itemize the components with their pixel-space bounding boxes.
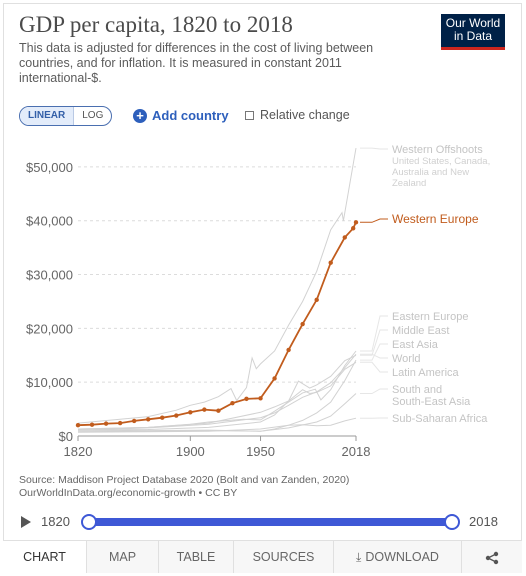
y-tick-label: $30,000 (26, 268, 73, 283)
series-label: South-East Asia (392, 396, 471, 408)
data-point (353, 220, 359, 225)
timeline-track[interactable] (89, 518, 453, 526)
data-point (328, 260, 333, 265)
series-label: South and (392, 384, 442, 396)
series-sublabel: Australia and New (392, 167, 469, 178)
timeline-start-handle[interactable] (81, 514, 97, 530)
series-label: East Asia (392, 339, 439, 351)
data-point (300, 321, 305, 327)
series-line (77, 417, 357, 433)
timeline-start-label: 1820 (41, 514, 70, 529)
label-connector (360, 218, 388, 223)
label-connector (360, 343, 388, 361)
owid-logo[interactable]: Our World in Data (441, 14, 505, 50)
timeline-end-handle[interactable] (444, 514, 460, 530)
logo-line2: in Data (453, 29, 493, 43)
series-label: World (392, 353, 421, 365)
log-scale-button[interactable]: LOG (82, 110, 104, 121)
data-point (174, 413, 179, 418)
share-button[interactable] (462, 541, 522, 573)
add-country-label: Add country (152, 108, 229, 123)
data-point (286, 347, 291, 353)
series-sublabel: Zealand (392, 178, 426, 189)
tab-bar: CHART MAP TABLE SOURCES ⤓ DOWNLOAD (3, 540, 522, 573)
series-line (77, 354, 357, 431)
x-tick-label: 2018 (342, 444, 371, 459)
tab-chart[interactable]: CHART (3, 541, 87, 573)
data-point (131, 418, 137, 424)
y-tick-label: $0 (59, 429, 73, 444)
relative-change-checkbox[interactable] (245, 110, 254, 120)
plus-icon: + (133, 108, 147, 123)
line-chart: $0 $10,000 $20,000 $30,000 $40,000 $50,000 182… (26, 144, 490, 459)
series-line (77, 361, 357, 430)
relative-change-toggle[interactable]: Relative change (245, 108, 350, 122)
x-tick-label: 1950 (246, 444, 275, 459)
series-line (77, 148, 357, 424)
timeline-end-label: 2018 (469, 514, 498, 529)
data-point (272, 376, 277, 381)
y-tick-label: $10,000 (26, 375, 73, 390)
label-connector (360, 147, 388, 150)
source-line1: Source: Maddison Project Database 2020 (… (19, 474, 350, 486)
share-icon (485, 551, 499, 564)
source-note: Source: Maddison Project Database 2020 (… (19, 474, 349, 500)
series-label: Middle East (392, 325, 449, 337)
series-label: Western Offshoots (392, 144, 483, 156)
label-connector (360, 353, 388, 359)
series-line (77, 359, 357, 432)
y-tick-label: $50,000 (26, 160, 73, 175)
x-tick-label: 1900 (176, 444, 205, 459)
data-point (117, 420, 123, 426)
chart-title: GDP per capita, 1820 to 2018 (19, 12, 293, 37)
label-connector (360, 361, 388, 373)
chart-subtitle: This data is adjusted for differences in… (19, 41, 374, 85)
logo-line1: Our World (445, 16, 501, 30)
download-label: DOWNLOAD (365, 550, 439, 564)
tab-map[interactable]: MAP (87, 541, 159, 573)
data-point (75, 423, 81, 428)
play-icon[interactable] (21, 516, 31, 528)
scale-toggle: LINEAR LOG (19, 106, 113, 126)
label-connector (360, 315, 388, 352)
data-point (103, 421, 109, 426)
data-point (350, 226, 356, 231)
series-line (77, 353, 357, 431)
data-point (146, 417, 151, 422)
label-connector (360, 329, 388, 356)
relative-change-label: Relative change (260, 108, 350, 122)
data-point (258, 396, 263, 401)
series-line (77, 350, 357, 430)
data-point (244, 396, 249, 402)
series-label: Latin America (392, 367, 460, 379)
data-point (89, 422, 95, 427)
data-point (188, 410, 193, 415)
series-label: Eastern Europe (392, 311, 468, 323)
series-label: Western Europe (392, 212, 479, 226)
add-country-button[interactable]: + Add country (133, 108, 229, 123)
tab-table[interactable]: TABLE (159, 541, 234, 573)
series-sublabel: United States, Canada, (392, 156, 490, 167)
data-point (230, 400, 235, 406)
y-tick-label: $20,000 (26, 321, 73, 336)
download-icon: ⤓ (356, 550, 362, 564)
label-connector (360, 388, 388, 394)
data-point (314, 297, 319, 303)
series-line (78, 393, 357, 432)
x-tick-label: 1820 (64, 444, 93, 459)
tab-download[interactable]: ⤓ DOWNLOAD (334, 541, 462, 573)
data-point (160, 415, 165, 420)
data-point (216, 408, 221, 413)
linear-scale-button[interactable]: LINEAR (20, 107, 75, 125)
tab-sources[interactable]: SOURCES (234, 541, 334, 573)
series-line (77, 221, 357, 427)
data-point (342, 235, 347, 240)
timeline: 1820 2018 (19, 512, 509, 532)
y-tick-label: $40,000 (26, 214, 73, 229)
source-line2[interactable]: OurWorldInData.org/economic-growth • CC … (19, 487, 238, 499)
data-point (202, 407, 207, 412)
series-label: Sub-Saharan Africa (392, 413, 488, 425)
